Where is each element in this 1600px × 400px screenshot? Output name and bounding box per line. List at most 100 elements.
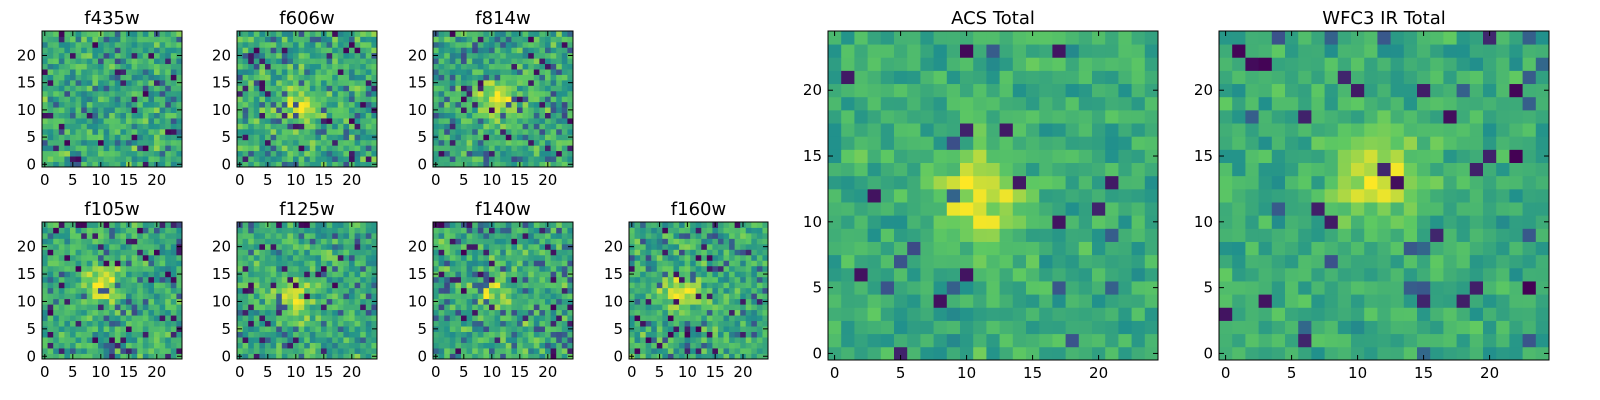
heatmap-cell	[64, 222, 71, 228]
heatmap-cell	[667, 315, 674, 322]
heatmap-cell	[684, 271, 691, 278]
heatmap-cell	[545, 145, 551, 152]
heatmap-cell	[53, 276, 60, 283]
heatmap-cell	[270, 156, 277, 162]
heatmap-cell	[556, 249, 563, 256]
heatmap-cell	[533, 139, 540, 146]
heatmap-cell	[651, 254, 658, 261]
heatmap-cell	[651, 227, 658, 234]
heatmap-cell	[444, 249, 451, 256]
heatmap-cell	[281, 90, 288, 97]
heatmap-cell	[539, 337, 546, 343]
heatmap-cell	[477, 222, 484, 228]
heatmap-cell	[556, 101, 563, 108]
heatmap-cell	[92, 315, 99, 322]
heatmap-cell	[248, 107, 255, 113]
heatmap-cell	[349, 156, 355, 162]
heatmap-cell	[634, 337, 641, 343]
heatmap-cell	[444, 315, 451, 322]
heatmap-cell	[717, 260, 724, 267]
heatmap-cell	[343, 161, 350, 168]
heatmap-cell	[545, 331, 551, 338]
heatmap-cell	[154, 271, 160, 278]
heatmap-cell	[734, 249, 741, 256]
heatmap-cell	[109, 58, 116, 65]
heatmap-cell	[567, 337, 574, 343]
heatmap-cell	[533, 63, 540, 70]
heatmap-cell	[53, 134, 60, 141]
heatmap-cell	[684, 254, 691, 261]
heatmap-cell	[828, 228, 842, 242]
heatmap-cell	[103, 58, 110, 65]
heatmap-cell	[304, 31, 311, 37]
heatmap-cell	[438, 293, 445, 300]
heatmap-cell	[293, 287, 299, 294]
heatmap-cell	[75, 337, 82, 343]
heatmap-cell	[114, 128, 121, 135]
heatmap-cell	[47, 90, 54, 97]
heatmap-cell	[293, 156, 299, 162]
heatmap-cell	[511, 238, 518, 245]
heatmap-cell	[751, 271, 758, 278]
heatmap-cell	[522, 320, 529, 327]
heatmap-cell	[321, 282, 327, 289]
heatmap-cell	[354, 31, 361, 37]
heatmap-cell	[58, 265, 65, 272]
heatmap-cell	[717, 222, 724, 228]
heatmap-cell	[304, 309, 311, 316]
heatmap-cell	[461, 254, 467, 261]
heatmap-cell	[259, 331, 266, 338]
heatmap-cell	[986, 149, 1000, 163]
heatmap-cell	[354, 139, 361, 146]
heatmap-cell	[309, 265, 316, 272]
heatmap-cell	[461, 52, 467, 59]
heatmap-cell	[745, 342, 752, 349]
heatmap-cell	[629, 315, 635, 322]
heatmap-cell	[315, 31, 322, 37]
heatmap-cell	[505, 90, 512, 97]
heatmap-cell	[690, 304, 697, 311]
heatmap-cell	[165, 243, 172, 250]
heatmap-cell	[98, 107, 104, 113]
heatmap-cell	[629, 238, 635, 245]
heatmap-cell	[461, 265, 467, 272]
heatmap-cell	[58, 293, 65, 300]
heatmap-cell	[561, 342, 568, 349]
heatmap-cell	[1012, 267, 1027, 282]
heatmap-cell	[734, 232, 741, 239]
heatmap-cell	[81, 232, 88, 239]
heatmap-cell	[154, 249, 160, 256]
heatmap-cell	[500, 128, 507, 135]
heatmap-cell	[360, 232, 367, 239]
heatmap-cell	[455, 320, 462, 327]
heatmap-cell	[309, 287, 316, 294]
heatmap-cell	[634, 331, 641, 338]
heatmap-cell	[242, 342, 249, 349]
heatmap-cell	[1118, 215, 1132, 229]
heatmap-cell	[148, 337, 155, 343]
heatmap-cell	[762, 348, 769, 354]
heatmap-cell	[1078, 320, 1093, 335]
heatmap-cell	[656, 232, 663, 239]
heatmap-cell	[640, 315, 647, 322]
heatmap-cell	[662, 315, 669, 322]
heatmap-cell	[287, 293, 294, 300]
heatmap-cell	[461, 304, 467, 311]
heatmap-cell	[159, 41, 166, 48]
heatmap-cell	[270, 85, 277, 92]
heatmap-cell	[461, 238, 467, 245]
heatmap-cell	[242, 90, 249, 97]
heatmap-cell	[533, 249, 540, 256]
heatmap-cell	[371, 348, 378, 354]
heatmap-cell	[287, 337, 294, 343]
heatmap-cell	[42, 309, 48, 316]
heatmap-cell	[360, 47, 367, 54]
heatmap-cell	[494, 90, 501, 97]
heatmap-cell	[92, 249, 99, 256]
heatmap-cell	[259, 271, 266, 278]
heatmap-cell	[142, 282, 149, 289]
heatmap-cell	[86, 315, 93, 322]
heatmap-cell	[47, 238, 54, 245]
heatmap-cell	[98, 254, 104, 261]
heatmap-cell	[354, 90, 361, 97]
